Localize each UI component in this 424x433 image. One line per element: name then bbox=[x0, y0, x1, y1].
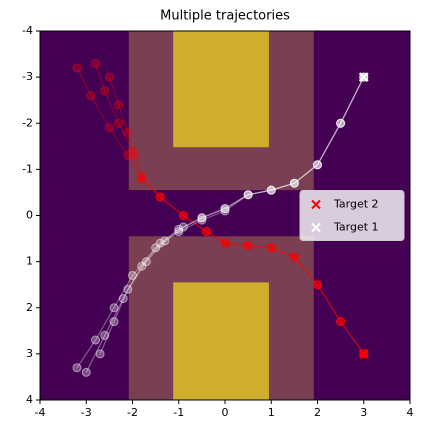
trajectory-point bbox=[266, 243, 276, 253]
trajectory-point bbox=[160, 236, 170, 246]
trajectory-point bbox=[178, 211, 188, 220]
trajectory-point bbox=[123, 127, 133, 137]
target-marker bbox=[358, 72, 369, 83]
region bbox=[173, 282, 269, 400]
y-tick-label: -2 bbox=[22, 116, 33, 129]
y-tick-label: 3 bbox=[26, 347, 33, 360]
trajectory-point bbox=[109, 317, 119, 327]
trajectory-point bbox=[141, 257, 151, 267]
trajectory-point bbox=[137, 261, 147, 271]
trajectory-line bbox=[99, 76, 365, 355]
x-tick-label: -3 bbox=[81, 406, 92, 419]
trajectory-line bbox=[76, 76, 365, 369]
trajectory-point bbox=[313, 160, 322, 170]
trajectory-point bbox=[123, 151, 133, 161]
x-tick-label: 3 bbox=[360, 406, 367, 419]
trajectory-point bbox=[313, 280, 322, 290]
trajectory-point bbox=[197, 215, 207, 225]
target-marker bbox=[358, 348, 369, 359]
x-tick-label: -4 bbox=[35, 406, 46, 419]
y-tick-label: 2 bbox=[26, 301, 33, 314]
trajectory-point bbox=[86, 91, 96, 101]
trajectory-point bbox=[104, 123, 114, 133]
trajectory-point bbox=[174, 227, 184, 237]
trajectory-point bbox=[104, 72, 114, 82]
chart-title: Multiple trajectories bbox=[160, 9, 290, 24]
trajectory-point bbox=[220, 206, 230, 216]
x-tick-label: -1 bbox=[173, 406, 184, 419]
trajectory-point bbox=[128, 270, 137, 280]
y-tick-label: -3 bbox=[22, 70, 33, 83]
y-tick-label: 1 bbox=[26, 255, 33, 268]
trajectory-point bbox=[137, 171, 147, 181]
legend-label: Target 1 bbox=[333, 221, 379, 234]
trajectory-point bbox=[197, 213, 207, 223]
trajectory-point bbox=[128, 146, 137, 156]
trajectory-point bbox=[266, 185, 276, 195]
trajectory-point bbox=[174, 224, 184, 234]
trajectory-point bbox=[118, 294, 128, 304]
trajectory-point bbox=[336, 118, 346, 128]
trajectory-point bbox=[123, 284, 133, 294]
trajectory-point bbox=[178, 222, 188, 232]
trajectory-point bbox=[114, 100, 124, 110]
legend-marker bbox=[311, 199, 321, 210]
trajectory-point bbox=[137, 174, 147, 184]
trajectory-point bbox=[289, 178, 299, 188]
trajectory-point bbox=[95, 349, 105, 359]
trajectory-point bbox=[72, 363, 82, 373]
trajectory-point bbox=[243, 190, 253, 200]
trajectory-point bbox=[336, 317, 346, 327]
y-tick-label: -4 bbox=[22, 24, 33, 37]
x-tick-label: 4 bbox=[407, 406, 414, 419]
trajectory-line bbox=[94, 63, 365, 355]
trajectory-point bbox=[155, 192, 165, 202]
y-tick-label: 0 bbox=[26, 209, 33, 222]
region bbox=[173, 31, 269, 148]
x-tick-label: 0 bbox=[222, 406, 229, 419]
legend-marker bbox=[311, 222, 321, 233]
trajectory-point bbox=[100, 86, 110, 96]
trajectory-point bbox=[109, 303, 119, 313]
trajectory-point bbox=[91, 58, 100, 68]
legend-label: Target 2 bbox=[333, 198, 379, 211]
trajectory-point bbox=[151, 243, 161, 253]
trajectory-point bbox=[220, 204, 230, 214]
trajectory-point bbox=[72, 63, 82, 73]
y-tick-label: -1 bbox=[22, 162, 33, 175]
trajectory-line bbox=[108, 76, 365, 355]
x-tick-label: 2 bbox=[314, 406, 321, 419]
trajectory-point bbox=[289, 252, 299, 262]
x-tick-label: -2 bbox=[127, 406, 138, 419]
trajectory-line bbox=[76, 67, 365, 355]
trajectory-point bbox=[100, 330, 110, 340]
trajectory-point bbox=[155, 238, 165, 248]
y-tick-label: 4 bbox=[26, 393, 33, 406]
trajectory-point bbox=[130, 151, 140, 161]
trajectory-point bbox=[243, 240, 253, 250]
trajectory-point bbox=[114, 118, 124, 128]
trajectory-point bbox=[202, 227, 211, 237]
legend-box bbox=[299, 190, 405, 241]
x-tick-label: 1 bbox=[268, 406, 275, 419]
trajectory-point bbox=[91, 335, 100, 345]
trajectory-point bbox=[81, 367, 91, 377]
trajectory-point bbox=[220, 238, 230, 248]
